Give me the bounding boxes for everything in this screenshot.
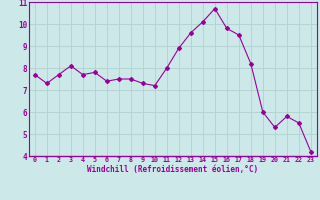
X-axis label: Windchill (Refroidissement éolien,°C): Windchill (Refroidissement éolien,°C) (87, 165, 258, 174)
